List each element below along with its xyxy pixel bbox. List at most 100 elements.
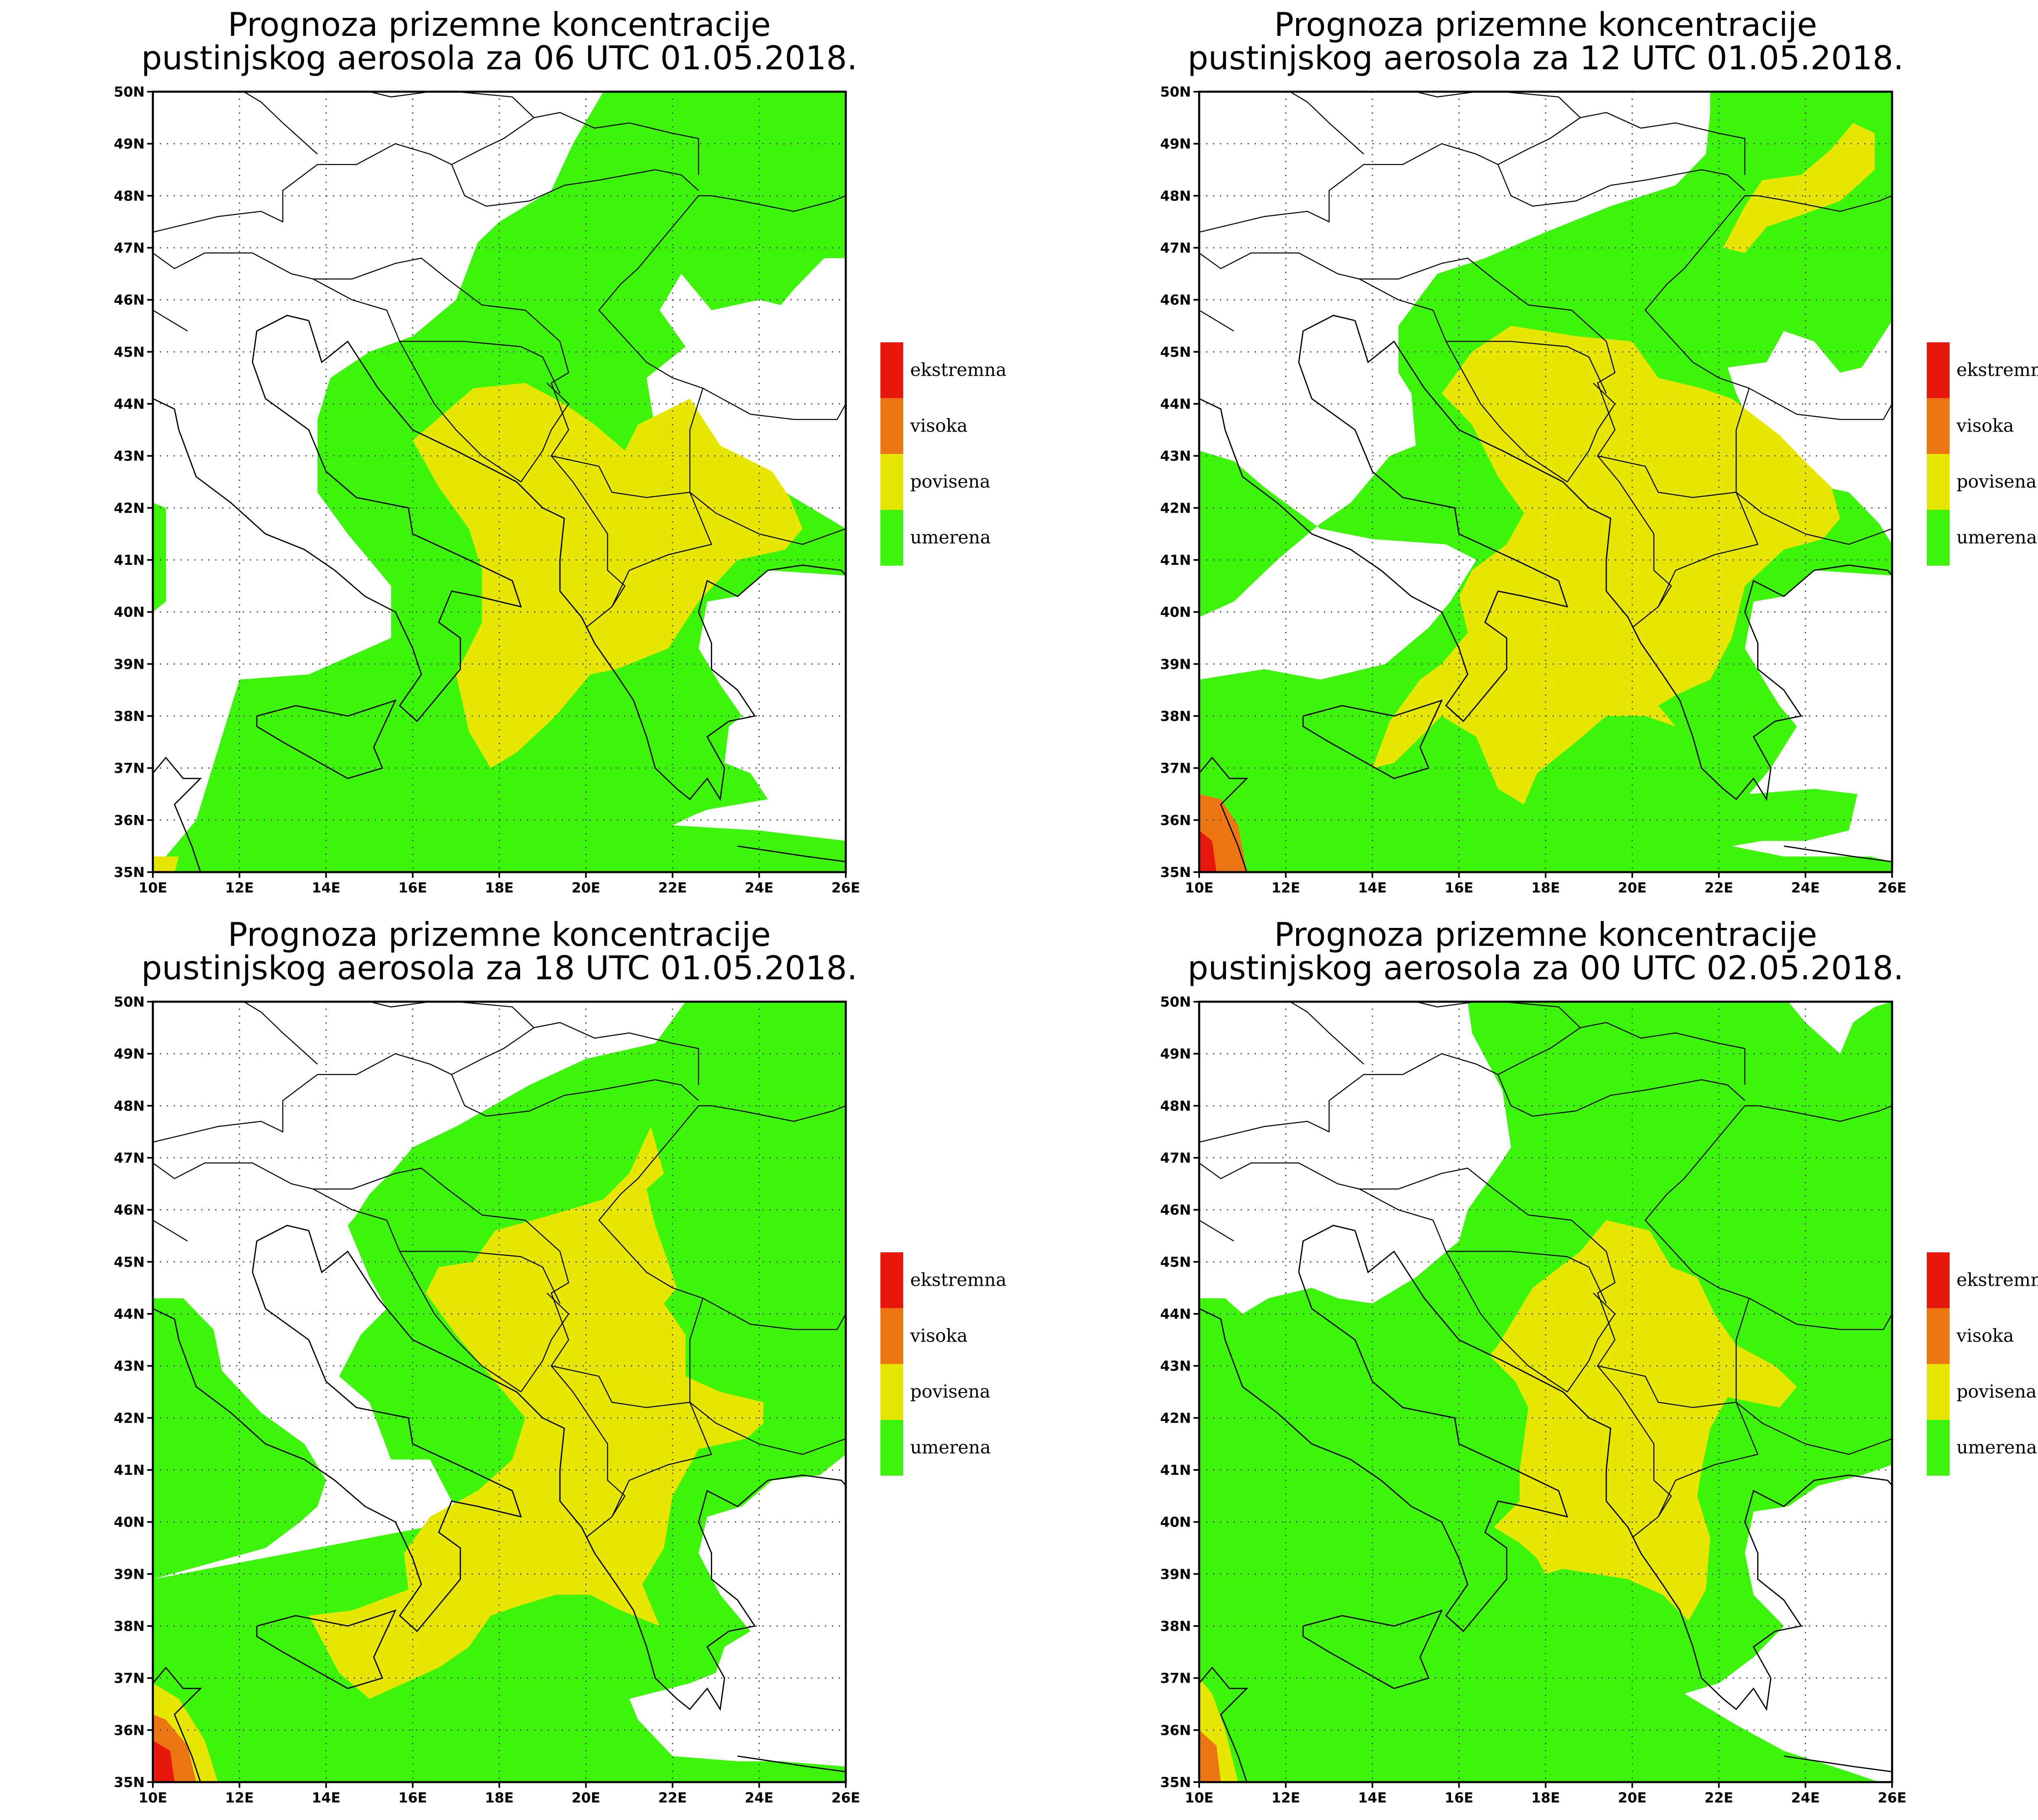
legend-swatch-ekstremna (880, 1252, 903, 1308)
map-area (153, 1002, 846, 1782)
lat-tick-label: 44N (114, 1306, 145, 1322)
forecast-panel-06utc: Prognoza prizemne koncentracije pustinjsk… (0, 0, 1046, 910)
legend-label-umerena: umerena (1956, 527, 2037, 548)
legend-label-umerena: umerena (910, 527, 991, 548)
country-border (1749, 388, 1892, 420)
country-border (1567, 382, 1616, 483)
country-border (1736, 1402, 1892, 1455)
coastline (308, 1230, 846, 1711)
map-area (153, 92, 846, 872)
lat-tick-label: 47N (114, 1150, 145, 1166)
country-border (1416, 92, 1581, 118)
lat-tick-label: 35N (114, 1774, 145, 1791)
country-border (598, 195, 712, 492)
lat-tick-label: 35N (1160, 1774, 1191, 1791)
lon-tick-label: 26E (1878, 1790, 1907, 1806)
country-border (1758, 195, 1892, 212)
country-border (1445, 341, 1568, 483)
lat-tick-label: 43N (114, 448, 145, 465)
coastline (308, 320, 846, 801)
legend-label-ekstremna: ekstremna (1956, 1270, 2038, 1291)
country-border (1498, 1022, 1746, 1085)
lon-tick-label: 10E (1185, 1790, 1214, 1806)
country-border (1199, 143, 1745, 233)
country-border (1199, 1053, 1745, 1143)
lon-tick-label: 22E (658, 880, 687, 896)
lon-tick-label: 24E (745, 1790, 774, 1806)
country-border (369, 1002, 534, 1028)
lat-tick-label: 47N (1160, 1150, 1191, 1166)
lat-tick-label: 49N (1160, 136, 1191, 152)
lat-tick-label: 39N (114, 1566, 145, 1582)
lat-tick-label: 38N (114, 1618, 145, 1635)
lat-tick-label: 38N (1160, 1618, 1191, 1635)
legend-swatch-povisena (1927, 1364, 1950, 1420)
country-border (1290, 92, 1364, 155)
lat-tick-label: 37N (114, 1670, 145, 1687)
panel-title-line-2: pustinjskog aerosola za 06 UTC 01.05.201… (141, 39, 858, 77)
legend: ekstremna visoka povisena umerena (880, 342, 1006, 566)
lat-tick-label: 43N (1160, 448, 1191, 465)
lon-tick-label: 20E (571, 880, 600, 896)
country-border (153, 1220, 188, 1242)
forecast-panel-00utc: Prognoza prizemne koncentracije pustinjsk… (1046, 910, 2038, 1820)
coastline (153, 756, 202, 872)
lat-tick-label: 41N (114, 1462, 145, 1478)
lat-tick-label: 35N (1160, 864, 1191, 881)
legend-swatch-umerena (880, 510, 903, 566)
country-border (243, 92, 318, 155)
panel-title-line-1: Prognoza prizemne koncentracije (1274, 916, 1817, 954)
lat-tick-label: 50N (114, 84, 145, 100)
country-border (711, 1105, 846, 1122)
legend-label-povisena: povisena (910, 1382, 990, 1402)
lon-tick-label: 26E (832, 1790, 860, 1806)
lon-tick-label: 20E (571, 1790, 600, 1806)
lat-tick-label: 42N (1160, 1410, 1191, 1426)
lon-tick-label: 10E (139, 1790, 168, 1806)
panel-title-line-1: Prognoza prizemne koncentracije (228, 6, 771, 44)
legend-swatch-visoka (1927, 398, 1950, 454)
lon-tick-label: 18E (485, 880, 514, 896)
lat-tick-label: 43N (1160, 1358, 1191, 1375)
lon-tick-label: 16E (398, 1790, 427, 1806)
country-border (153, 1053, 699, 1143)
country-border (243, 1002, 318, 1065)
legend-swatch-umerena (1927, 1420, 1950, 1476)
lat-tick-label: 49N (114, 1046, 145, 1062)
coastline (153, 1666, 202, 1782)
country-border (451, 112, 699, 175)
map-svg: Prognoza prizemne koncentracijepustinjsk… (114, 6, 1006, 896)
legend-label-visoka: visoka (1956, 416, 2014, 436)
lat-tick-label: 37N (114, 760, 145, 777)
concentration-area-povisena (153, 856, 179, 872)
country-border (1597, 1365, 1672, 1517)
country-border (153, 252, 712, 628)
lat-tick-label: 48N (114, 1098, 145, 1114)
lat-tick-label: 48N (1160, 188, 1191, 204)
coastline (256, 699, 397, 779)
legend-label-visoka: visoka (910, 416, 968, 436)
country-border (598, 1105, 712, 1402)
lat-tick-label: 36N (114, 1722, 145, 1738)
lat-tick-label: 38N (1160, 708, 1191, 725)
country-border (1644, 1105, 1758, 1402)
lon-tick-label: 22E (658, 1790, 687, 1806)
panel-title-line-2: pustinjskog aerosola za 00 UTC 02.05.201… (1188, 949, 1904, 987)
legend-label-umerena: umerena (1956, 1437, 2037, 1458)
legend-label-visoka: visoka (1956, 1326, 2014, 1346)
country-border (1199, 1220, 1234, 1242)
country-border (1567, 1292, 1616, 1393)
lat-tick-label: 39N (1160, 1566, 1191, 1582)
country-border (551, 455, 626, 607)
legend-label-povisena: povisena (1956, 1382, 2037, 1402)
lon-tick-label: 24E (1791, 1790, 1820, 1806)
lat-tick-label: 48N (114, 188, 145, 204)
country-border (521, 1292, 569, 1393)
country-border (399, 1251, 521, 1393)
country-border (313, 278, 560, 394)
lon-tick-label: 10E (1185, 880, 1214, 896)
lat-tick-label: 36N (1160, 812, 1191, 828)
coastline (153, 1225, 522, 1632)
lat-tick-label: 46N (114, 1202, 145, 1218)
lon-tick-label: 22E (1705, 1790, 1734, 1806)
